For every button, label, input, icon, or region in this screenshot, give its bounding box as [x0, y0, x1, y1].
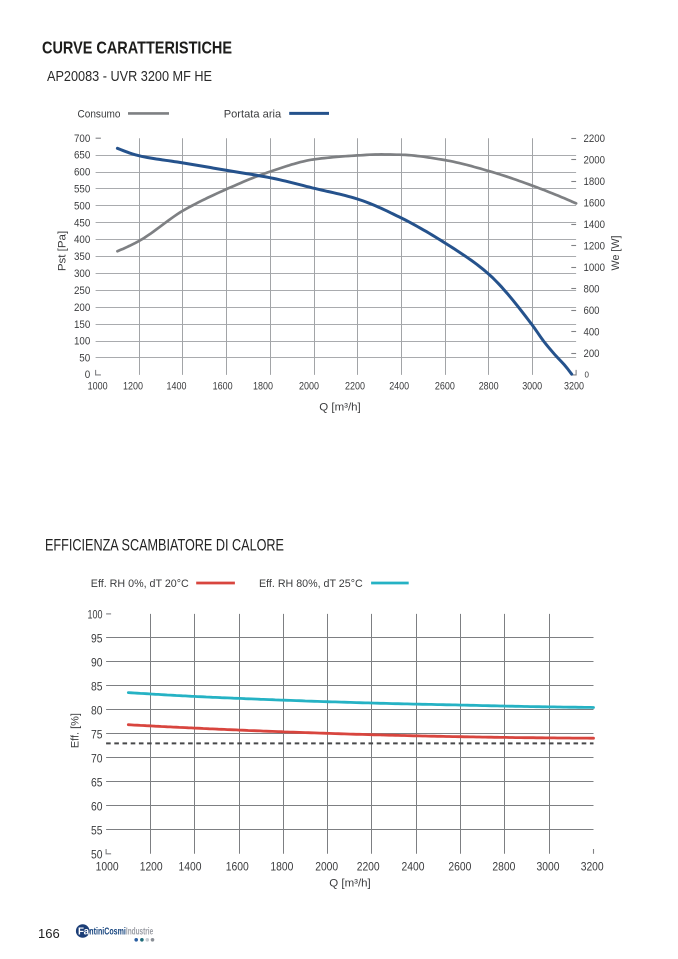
svg-text:85: 85: [91, 680, 103, 694]
svg-text:2000: 2000: [315, 859, 338, 873]
svg-text:1200: 1200: [123, 381, 143, 393]
svg-text:50: 50: [91, 847, 103, 861]
svg-text:70: 70: [91, 751, 103, 765]
svg-text:CURVE CARATTERISTICHE: CURVE CARATTERISTICHE: [42, 38, 232, 58]
svg-text:1800: 1800: [253, 381, 273, 393]
svg-text:We [W]: We [W]: [610, 236, 622, 271]
svg-text:1800: 1800: [270, 859, 293, 873]
svg-text:0: 0: [585, 371, 590, 380]
svg-text:1200: 1200: [584, 241, 606, 253]
svg-text:60: 60: [91, 799, 103, 813]
svg-text:1000: 1000: [96, 859, 119, 873]
svg-text:3200: 3200: [581, 859, 604, 873]
svg-text:200: 200: [74, 302, 90, 314]
svg-text:ntiniCosmi: ntiniCosmi: [89, 926, 126, 937]
svg-text:600: 600: [584, 305, 600, 317]
svg-text:250: 250: [74, 285, 90, 297]
svg-text:2200: 2200: [345, 381, 365, 393]
svg-text:2800: 2800: [479, 381, 499, 393]
svg-text:Eff. RH 0%, dT 20°C: Eff. RH 0%, dT 20°C: [91, 578, 189, 590]
svg-text:Consumo: Consumo: [78, 108, 121, 120]
svg-text:80: 80: [91, 704, 103, 718]
svg-text:95: 95: [91, 632, 103, 646]
svg-text:2000: 2000: [584, 154, 606, 166]
svg-text:1600: 1600: [584, 198, 606, 210]
svg-text:0: 0: [85, 369, 91, 381]
svg-text:100: 100: [88, 608, 103, 622]
svg-text:Fa: Fa: [78, 926, 90, 937]
svg-text:Q [m³/h]: Q [m³/h]: [319, 402, 361, 414]
svg-text:150: 150: [74, 319, 90, 331]
svg-text:50: 50: [79, 353, 90, 365]
svg-text:650: 650: [74, 150, 90, 162]
svg-text:EFFICIENZA SCAMBIATORE DI CALO: EFFICIENZA SCAMBIATORE DI CALORE: [45, 537, 284, 555]
svg-text:Portata aria: Portata aria: [224, 108, 282, 120]
svg-text:65: 65: [91, 775, 103, 789]
svg-text:700: 700: [74, 133, 90, 145]
svg-text:1000: 1000: [88, 381, 108, 393]
svg-text:3200: 3200: [564, 381, 584, 393]
svg-text:1400: 1400: [584, 219, 606, 231]
svg-text:200: 200: [584, 348, 600, 360]
svg-text:300: 300: [74, 268, 90, 280]
svg-text:1600: 1600: [226, 859, 249, 873]
svg-text:800: 800: [584, 284, 600, 296]
svg-text:400: 400: [584, 327, 600, 339]
svg-text:3000: 3000: [537, 859, 560, 873]
svg-text:1800: 1800: [584, 176, 606, 188]
svg-text:2200: 2200: [357, 859, 380, 873]
svg-text:600: 600: [74, 167, 90, 179]
svg-text:2600: 2600: [435, 381, 455, 393]
svg-text:166: 166: [38, 926, 60, 941]
svg-text:3000: 3000: [522, 381, 542, 393]
svg-text:2800: 2800: [492, 859, 515, 873]
svg-text:1400: 1400: [167, 381, 187, 393]
svg-text:1400: 1400: [179, 859, 202, 873]
svg-text:1600: 1600: [213, 381, 233, 393]
svg-text:Q [m³/h]: Q [m³/h]: [329, 877, 371, 889]
svg-text:350: 350: [74, 251, 90, 263]
svg-text:Industrie: Industrie: [126, 926, 154, 937]
svg-text:AP20083 - UVR 3200 MF HE: AP20083 - UVR 3200 MF HE: [47, 69, 212, 85]
svg-text:450: 450: [74, 217, 90, 229]
svg-text:2400: 2400: [402, 859, 425, 873]
svg-text:75: 75: [91, 727, 103, 741]
svg-text:Pst [Pa]: Pst [Pa]: [57, 231, 69, 271]
svg-text:90: 90: [91, 656, 103, 670]
svg-text:1200: 1200: [140, 859, 163, 873]
svg-text:550: 550: [74, 184, 90, 196]
svg-text:400: 400: [74, 234, 90, 246]
svg-text:2200: 2200: [584, 133, 606, 145]
svg-text:Eff. RH 80%, dT 25°C: Eff. RH 80%, dT 25°C: [259, 578, 363, 590]
svg-text:2000: 2000: [299, 381, 319, 393]
svg-text:2600: 2600: [448, 859, 471, 873]
svg-text:2400: 2400: [389, 381, 409, 393]
svg-text:Eff. [%]: Eff. [%]: [69, 713, 81, 748]
svg-text:100: 100: [74, 336, 90, 348]
svg-text:500: 500: [74, 200, 90, 212]
svg-text:1000: 1000: [584, 262, 606, 274]
svg-text:55: 55: [91, 823, 103, 837]
